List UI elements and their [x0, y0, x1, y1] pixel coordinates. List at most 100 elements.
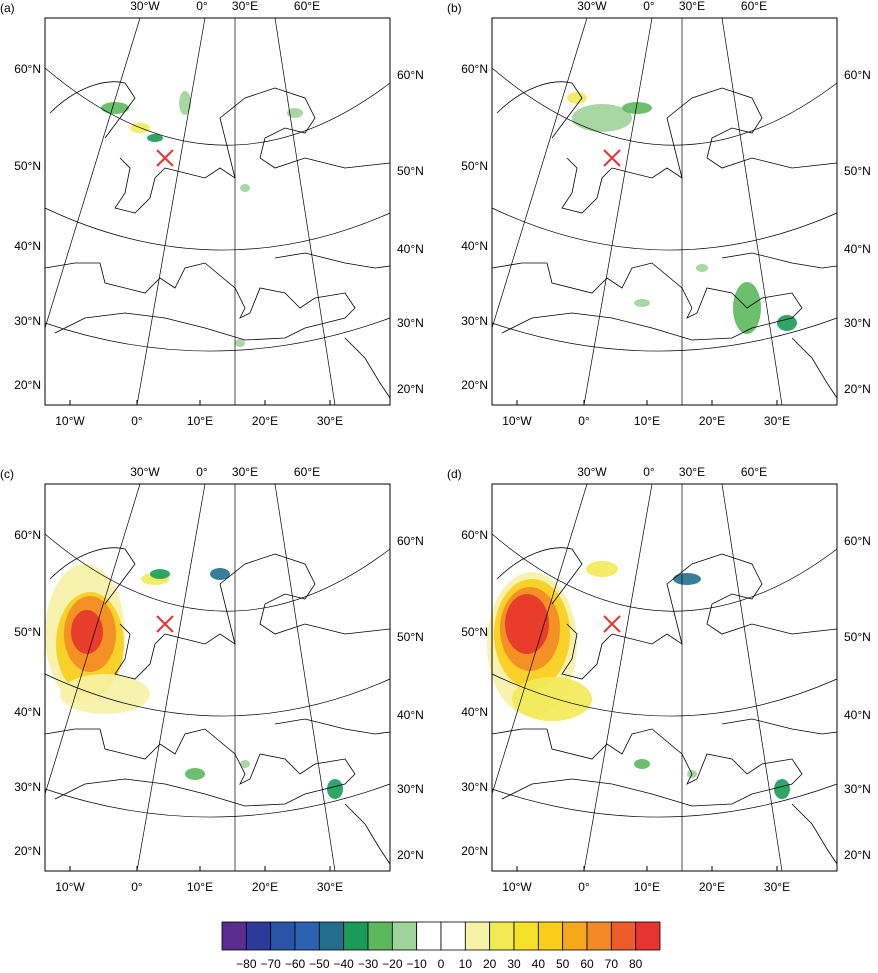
colorbar-label: 40: [532, 957, 546, 971]
latitude-line: [491, 67, 838, 146]
colorbar-cell: [221, 921, 247, 951]
longitude-label: 0°: [578, 414, 590, 428]
longitude-label: 10°E: [634, 880, 660, 894]
site-marker: [603, 615, 621, 633]
latitude-label: 20°N: [461, 844, 488, 858]
field-contour: [185, 768, 205, 780]
coastline: [49, 81, 136, 139]
field-contour: [586, 561, 618, 577]
latitude-label: 50°N: [461, 625, 488, 639]
field-contour: [60, 674, 150, 714]
latitude-label: 60°N: [397, 68, 424, 82]
field-contour: [567, 92, 587, 104]
colorbar-cell: [513, 921, 539, 951]
field-contour: [774, 779, 790, 799]
coastline: [274, 718, 391, 735]
coastline: [344, 337, 391, 399]
latitude-label: 20°N: [844, 382, 871, 396]
coastline: [496, 547, 583, 605]
colorbar-cell: [270, 921, 296, 951]
colorbar-label: −80: [236, 957, 257, 971]
colorbar-cell: [489, 921, 515, 951]
longitude-label: 0°: [643, 465, 655, 479]
longitude-label: 0°: [643, 0, 655, 13]
longitude-label: 10°W: [502, 880, 532, 894]
site-marker: [603, 149, 621, 167]
latitude-label: 60°N: [844, 534, 871, 548]
latitude-label: 50°N: [461, 159, 488, 173]
longitude-label: 10°E: [187, 880, 213, 894]
longitude-label: 10°W: [55, 880, 85, 894]
coastline: [561, 623, 613, 680]
latitude-label: 20°N: [397, 382, 424, 396]
longitude-label: 10°W: [502, 414, 532, 428]
meridian: [44, 483, 141, 795]
longitude-label: 60°E: [741, 0, 767, 13]
meridian: [721, 17, 783, 406]
coastline: [164, 553, 391, 645]
coastline: [49, 547, 136, 605]
field-contour: [572, 104, 632, 132]
coastline: [54, 728, 356, 807]
longitude-label: 30°W: [130, 0, 160, 13]
colorbar: −80 −70 −60 −50 −40 −30 −20 −10 0 10 20 30 40 50 60 70 8…: [221, 921, 661, 971]
latitude-label: 50°N: [14, 159, 41, 173]
site-marker: [156, 615, 174, 633]
colorbar-cell: [343, 921, 369, 951]
field-contour: [634, 759, 650, 769]
colorbar-cell: [416, 921, 442, 951]
coastline: [791, 337, 838, 399]
latitude-label: 40°N: [397, 242, 424, 256]
meridian: [491, 17, 588, 329]
longitude-label: 30°W: [577, 0, 607, 13]
colorbar-label: −20: [382, 957, 403, 971]
coastline: [54, 262, 356, 341]
colorbar-cell: [440, 921, 466, 951]
map-frame: [44, 483, 391, 872]
colorbar-label: 0: [438, 957, 445, 971]
longitude-label: 60°E: [294, 0, 320, 13]
latitude-label: 40°N: [461, 239, 488, 253]
latitude-label: 30°N: [397, 316, 424, 330]
coastline: [164, 87, 391, 179]
field-contour: [327, 779, 343, 799]
latitude-line: [44, 783, 391, 818]
colorbar-label: 70: [605, 957, 619, 971]
panel-label: (c): [0, 467, 14, 481]
latitude-label: 40°N: [397, 708, 424, 722]
latitude-label: 50°N: [397, 164, 424, 178]
latitude-line: [44, 67, 391, 146]
coastline: [44, 262, 100, 269]
colorbar-label: 10: [459, 957, 473, 971]
colorbar-cell: [537, 921, 564, 951]
longitude-label: 10°W: [55, 414, 85, 428]
colorbar-cell: [391, 921, 418, 951]
longitude-label: 0°: [131, 414, 143, 428]
field-contour: [287, 108, 303, 118]
colorbar-label: −10: [406, 957, 427, 971]
latitude-label: 60°N: [461, 62, 488, 76]
meridian: [583, 483, 653, 872]
meridian: [491, 483, 588, 795]
latitude-label: 40°N: [14, 705, 41, 719]
colorbar-label: −30: [358, 957, 379, 971]
panel-label: (a): [0, 1, 15, 15]
longitude-label: 20°E: [699, 880, 725, 894]
longitude-label: 10°E: [187, 414, 213, 428]
field-contour: [673, 573, 701, 585]
colorbar-cell: [318, 921, 345, 951]
longitude-label: 30°E: [764, 414, 790, 428]
latitude-line: [491, 673, 838, 717]
colorbar-label: 20: [483, 957, 497, 971]
latitude-label: 50°N: [14, 625, 41, 639]
field-contour: [505, 594, 549, 654]
map-panel: (d) 30°W 0° 30°E 60°E 60°N 50°N 40°N 30°N 20°N 60°…: [447, 465, 871, 894]
colorbar-cell: [586, 921, 612, 951]
field-contour: [179, 91, 191, 115]
coastline: [611, 553, 838, 645]
longitude-label: 30°E: [232, 0, 258, 13]
latitude-line: [44, 533, 391, 612]
colorbar-cell: [562, 921, 588, 951]
latitude-label: 50°N: [397, 630, 424, 644]
